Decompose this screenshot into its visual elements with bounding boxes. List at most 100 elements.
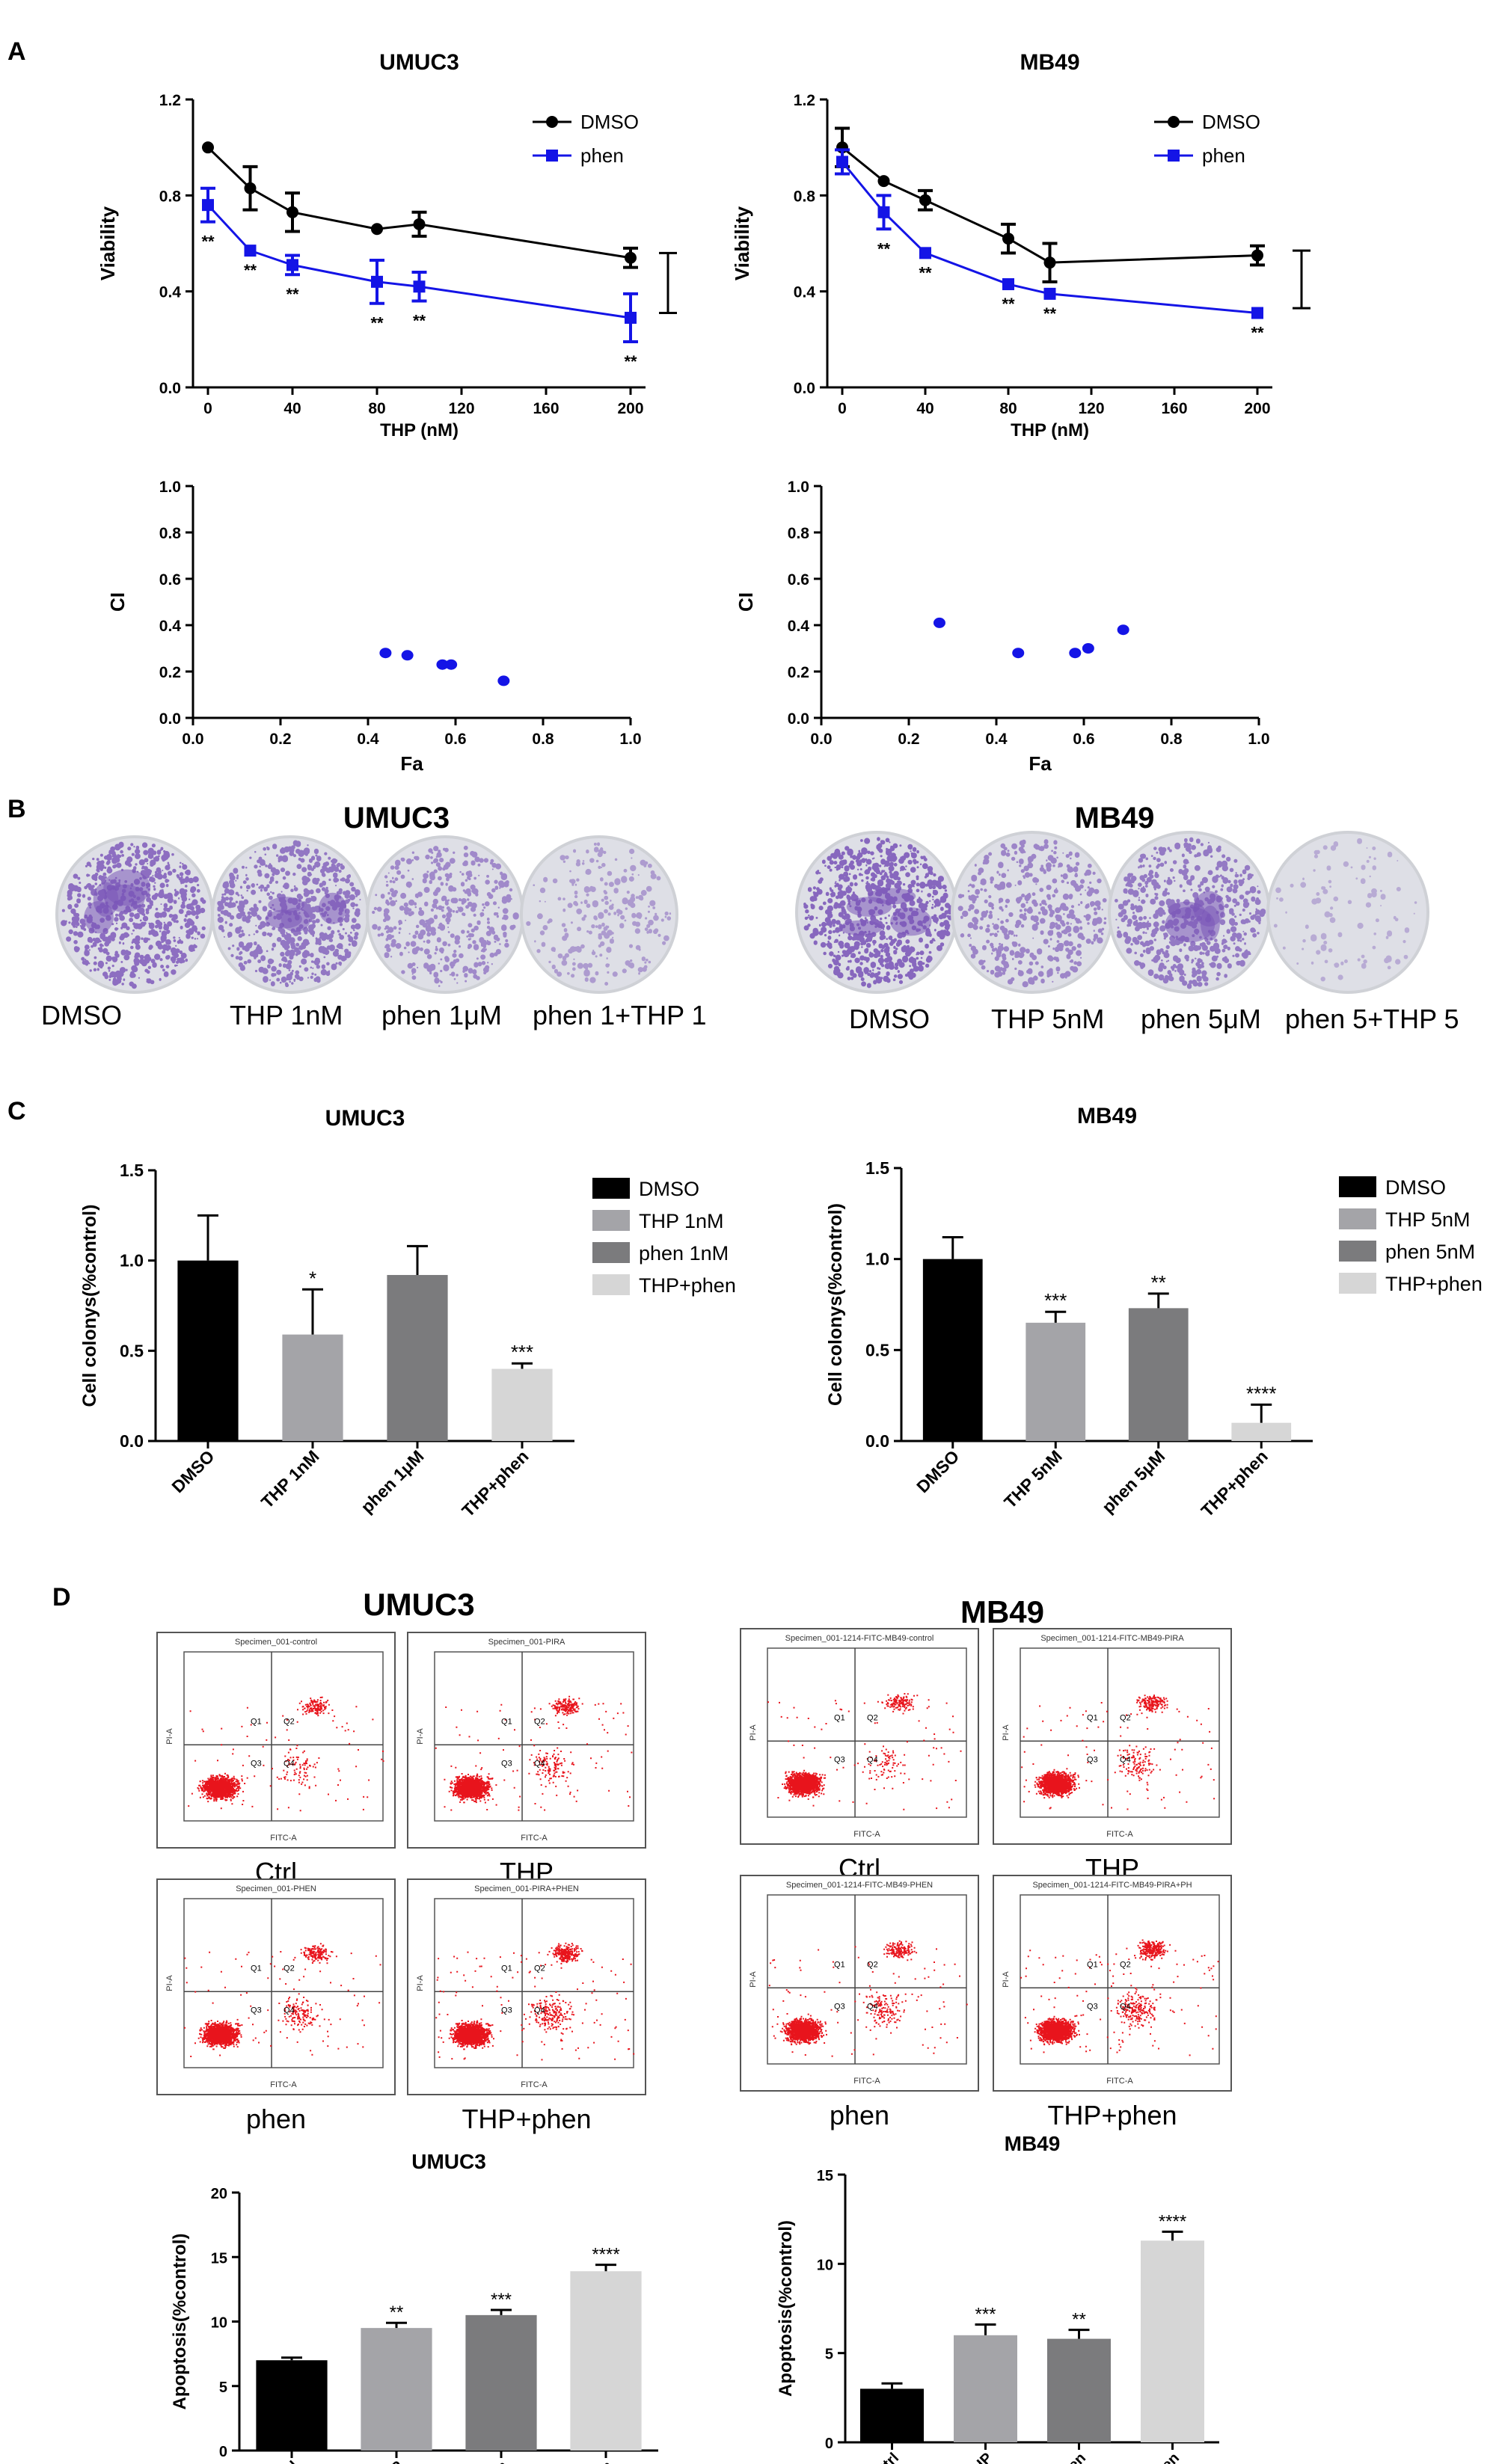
y-tick-label: 0.0 xyxy=(865,1431,889,1451)
legend-swatch xyxy=(592,1210,630,1231)
flow-header: Specimen_001-1214-FITC-MB49-PIRA xyxy=(1040,1634,1184,1643)
point-DMSO xyxy=(1251,249,1263,262)
point-phen xyxy=(413,280,426,293)
colony-dots xyxy=(61,841,206,989)
flow-header: Specimen_001-PHEN xyxy=(236,1884,316,1893)
flow-events xyxy=(435,1942,635,2061)
flow-y-label: PI-A xyxy=(416,1728,425,1745)
culture-dish-mb49-3 xyxy=(1266,831,1429,994)
x-tick-label: 40 xyxy=(283,400,301,417)
legend-swatch xyxy=(1339,1176,1376,1197)
colony-cluster xyxy=(319,892,347,924)
colony-cluster xyxy=(280,907,310,933)
x-tick-label: 0.2 xyxy=(898,731,919,748)
y-tick-label: 10 xyxy=(817,2257,833,2273)
dish-label-mb49-phen: phen 5μM xyxy=(1141,1004,1261,1034)
flow-caption: THP+phen xyxy=(1047,2100,1177,2130)
flow-plot-umuc3-3: Specimen_001-PIRA+PHEN FITC-A PI-A Q1 Q2 Q3 Q4 xyxy=(407,1878,646,2095)
panel-label-d: D xyxy=(52,1583,71,1612)
colony-dots xyxy=(526,842,672,986)
quadrant-label: Q1 xyxy=(1087,1960,1098,1969)
panel-label-b: B xyxy=(7,795,26,823)
flow-caption: THP+phen xyxy=(462,2104,591,2134)
flow-y-label: PI-A xyxy=(165,1975,174,1991)
y-axis-label: Viability xyxy=(731,206,753,280)
x-tick-label: 160 xyxy=(1161,400,1187,417)
y-tick-label: 0.8 xyxy=(159,188,182,205)
dish-well xyxy=(369,838,521,991)
colony-cluster xyxy=(839,920,883,935)
flow-x-label: FITC-A xyxy=(853,1830,880,1839)
bar-0 xyxy=(860,2388,924,2442)
legend-label: THP+phen xyxy=(639,1274,736,1297)
flow-inner-frame xyxy=(767,1647,967,1818)
point-DMSO xyxy=(202,141,214,154)
flow-events xyxy=(435,1695,633,1811)
significance-mark: **** xyxy=(1246,1382,1276,1404)
significance-mark: ** xyxy=(370,314,384,333)
significance-mark: ** xyxy=(877,239,891,258)
flow-plot-umuc3-2: Specimen_001-PHEN FITC-A PI-A Q1 Q2 Q3 Q4 xyxy=(156,1878,396,2095)
legend-label: phen xyxy=(580,144,624,167)
x-tick-label: 200 xyxy=(617,400,643,417)
point-phen xyxy=(1002,278,1014,291)
x-tick-label: 120 xyxy=(448,400,474,417)
quadrant-label: Q4 xyxy=(867,2002,878,2011)
x-tick-label: 0.4 xyxy=(357,731,379,748)
point-phen xyxy=(836,156,848,168)
flow-header: Specimen_001-PIRA xyxy=(488,1638,565,1647)
flow-header: Specimen_001-control xyxy=(235,1638,317,1647)
flow-header: Specimen_001-1214-FITC-MB49-PHEN xyxy=(786,1881,933,1890)
point-phen xyxy=(202,199,214,212)
flow-frame xyxy=(407,1632,646,1849)
x-axis-label: THP (nM) xyxy=(380,420,459,440)
flow-x-label: FITC-A xyxy=(521,2080,548,2089)
flow-inner-frame xyxy=(434,1898,634,2068)
flow-frame xyxy=(156,1632,396,1849)
y-tick-label: 0.4 xyxy=(159,284,182,301)
point-phen xyxy=(1043,287,1056,300)
flow-x-label: FITC-A xyxy=(521,1834,548,1843)
quadrant-label: Q3 xyxy=(501,1759,512,1768)
y-axis-label: Viability xyxy=(96,206,119,280)
x-tick-label: 200 xyxy=(1244,400,1270,417)
colony-dots xyxy=(372,845,519,987)
quadrant-label: Q3 xyxy=(251,1759,262,1768)
quadrant-label: Q4 xyxy=(283,1759,295,1768)
scatter-point xyxy=(933,617,945,628)
significance-mark: ** xyxy=(286,285,299,304)
colony-cluster xyxy=(93,882,119,918)
legend-swatch xyxy=(1339,1208,1376,1229)
bar-chart-D2: MB49051015Apoptosis(%control)Ctrl***THP*… xyxy=(776,2132,1219,2464)
colony-cluster xyxy=(1165,906,1216,943)
ci-scatter-umuc3: 0.0 0.2 0.4 0.6 0.8 1.0 CI 0.0 0.2 0.4 0.6 0.8 1.0 Fa xyxy=(106,479,642,775)
x-tick-label: 0.4 xyxy=(985,731,1008,748)
bar-0 xyxy=(177,1260,239,1441)
flow-inner-frame xyxy=(434,1651,634,1822)
y-tick-label: 20 xyxy=(211,2186,227,2202)
significance-mark: ** xyxy=(413,312,426,331)
significance-mark: ** xyxy=(201,233,215,251)
panel-label-c: C xyxy=(7,1097,26,1125)
quadrant-label: Q3 xyxy=(251,2006,262,2015)
legend-swatch xyxy=(592,1274,630,1295)
flow-header: Specimen_001-1214-FITC-MB49-PIRA+PH xyxy=(1032,1881,1192,1890)
y-tick-label: 15 xyxy=(211,2250,227,2267)
quadrant-label: Q4 xyxy=(534,2006,545,2015)
point-DMSO xyxy=(286,206,298,218)
significance-mark: *** xyxy=(1044,1289,1067,1312)
y-tick-label: 1.2 xyxy=(159,92,181,109)
significance-mark: **** xyxy=(592,2245,619,2265)
significance-mark: ** xyxy=(1151,1271,1166,1294)
flow-umuc3-title: UMUC3 xyxy=(363,1587,474,1622)
flow-events xyxy=(767,1693,962,1810)
flow-x-label: FITC-A xyxy=(853,2077,880,2086)
legend-label: phen xyxy=(1202,144,1245,167)
dish-label-umuc3-dmso: DMSO xyxy=(41,1000,122,1030)
quadrant-label: Q4 xyxy=(283,2006,295,2015)
y-axis-label: CI xyxy=(106,592,129,612)
colony-cluster xyxy=(868,888,916,905)
bar-3 xyxy=(1231,1422,1292,1441)
y-axis-label: Apoptosis(%control) xyxy=(170,2234,190,2410)
legend-marker xyxy=(1168,150,1180,162)
